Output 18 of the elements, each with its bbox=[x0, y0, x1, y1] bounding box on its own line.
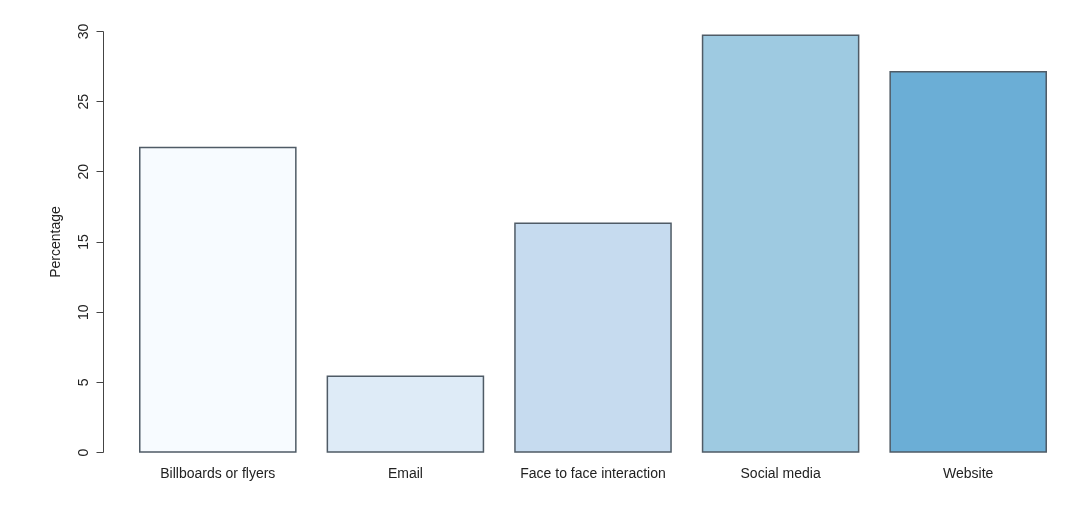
y-tick-label: 30 bbox=[74, 23, 91, 40]
y-tick-label: 25 bbox=[74, 93, 91, 110]
x-tick-label: Website bbox=[943, 464, 994, 481]
y-tick-label: 15 bbox=[74, 234, 91, 250]
bar bbox=[889, 70, 1047, 453]
x-tick-label: Email bbox=[387, 464, 423, 481]
x-tick-label: Face to face interaction bbox=[520, 464, 666, 481]
y-axis-title: Percentage bbox=[46, 205, 63, 278]
bar bbox=[139, 146, 297, 453]
y-tick-label: 0 bbox=[74, 448, 91, 457]
bar bbox=[514, 222, 672, 453]
bar bbox=[326, 375, 485, 453]
bar bbox=[701, 34, 860, 453]
y-tick-label: 10 bbox=[74, 304, 91, 320]
y-tick-label: 5 bbox=[74, 378, 91, 387]
x-tick-label: Billboards or flyers bbox=[160, 464, 276, 481]
x-tick-label: Social media bbox=[740, 464, 821, 481]
y-tick-label: 20 bbox=[74, 163, 91, 180]
